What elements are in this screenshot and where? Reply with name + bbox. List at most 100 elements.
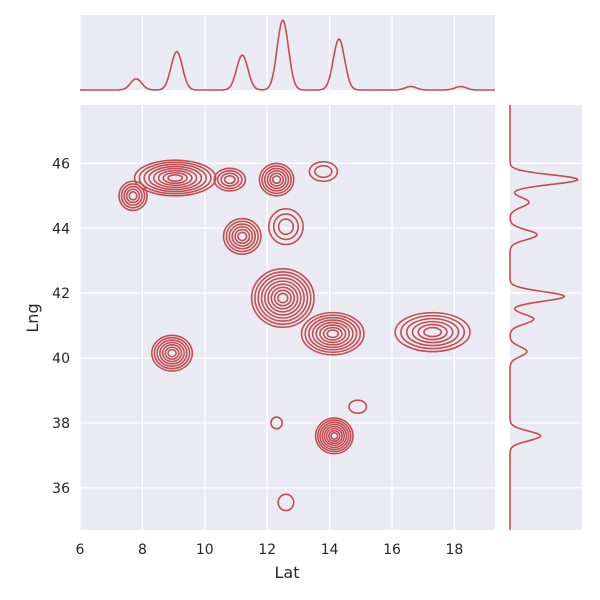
kde-contour-level bbox=[315, 321, 351, 346]
marginal-y-panel bbox=[509, 105, 582, 530]
x-tick-label: 10 bbox=[196, 542, 214, 558]
kde-contour-level bbox=[216, 169, 243, 190]
kde-contour-level bbox=[161, 344, 183, 363]
marginal-x-density-curve bbox=[80, 19, 495, 91]
kde-contour-level bbox=[327, 429, 341, 442]
marginal-x-grid bbox=[79, 15, 456, 90]
kde-contour-level bbox=[272, 213, 299, 241]
kde-contour-level bbox=[254, 271, 312, 325]
kde-contour-level bbox=[138, 161, 212, 195]
kde-contour-level bbox=[267, 208, 304, 246]
kde-contour-level bbox=[319, 324, 347, 344]
kde-contour-level bbox=[273, 289, 292, 307]
kde-contour-level bbox=[123, 185, 143, 206]
kde-contour-level bbox=[237, 231, 248, 242]
x-tick-labels: 6 8 10 12 14 16 18 bbox=[76, 542, 464, 558]
y-axis-label: Lng bbox=[23, 303, 42, 332]
kde-contour-level bbox=[322, 326, 343, 341]
y-tick-label: 38 bbox=[52, 416, 70, 432]
kde-contour-level bbox=[277, 218, 295, 236]
marginal-y-density-curve bbox=[509, 105, 579, 530]
kde-contour-level bbox=[394, 311, 471, 353]
kde-contour-level bbox=[314, 164, 333, 179]
kde-contour-level bbox=[277, 292, 289, 304]
kde-contour-level bbox=[308, 316, 358, 351]
kde-contour-level bbox=[162, 171, 188, 185]
kde-contour-level bbox=[213, 167, 247, 192]
kde-contour-level bbox=[348, 399, 368, 415]
x-tick-label: 12 bbox=[258, 542, 276, 558]
kde-contour-level bbox=[270, 416, 283, 430]
kde-contour-level bbox=[330, 431, 339, 440]
kde-contour-level bbox=[300, 311, 365, 356]
kde-contour-level bbox=[319, 421, 350, 451]
kde-contour-level bbox=[405, 317, 460, 347]
y-tick-label: 42 bbox=[52, 286, 70, 302]
y-tick-label: 46 bbox=[52, 156, 70, 172]
kde-contour-level bbox=[159, 341, 186, 365]
kde-contour-level bbox=[400, 314, 466, 350]
x-tick-label: 6 bbox=[76, 542, 85, 558]
kde-contour-level bbox=[152, 167, 198, 189]
kde-contour-level bbox=[167, 174, 184, 182]
kde-contour-level bbox=[323, 425, 346, 447]
kde-contour-level bbox=[260, 277, 305, 319]
kde-contour-level bbox=[277, 493, 295, 512]
kde-contour-level bbox=[326, 329, 340, 339]
kde-contour-level bbox=[164, 346, 180, 360]
kde-contour-level bbox=[120, 183, 146, 209]
kde-contour-level bbox=[311, 319, 354, 349]
marginal-y-grid bbox=[510, 162, 582, 489]
kde-contour-level bbox=[308, 160, 339, 183]
kde-contour-level bbox=[316, 419, 352, 453]
x-tick-label: 14 bbox=[321, 542, 339, 558]
kde-contour-level bbox=[222, 217, 262, 256]
kde-contour-level bbox=[156, 339, 188, 368]
x-tick-label: 18 bbox=[446, 542, 464, 558]
y-tick-label: 40 bbox=[52, 351, 70, 367]
kde-contour-level bbox=[157, 169, 193, 187]
kde-contour-level bbox=[304, 314, 362, 354]
kde-contour-level bbox=[118, 180, 148, 212]
kde-contour-level bbox=[321, 423, 348, 449]
marginal-x-background bbox=[80, 15, 495, 90]
kde-contour-level bbox=[125, 188, 141, 204]
kde-contour-level bbox=[263, 167, 290, 192]
kde-contour-level bbox=[270, 286, 296, 310]
kde-contour-level bbox=[417, 323, 448, 341]
kde-contour-level bbox=[143, 163, 207, 193]
joint-panel: 6 8 10 12 14 16 18 36 38 40 42 44 46 bbox=[52, 105, 495, 558]
kde-contour-level bbox=[271, 175, 282, 185]
kde-contour-level bbox=[223, 175, 236, 185]
x-tick-label: 16 bbox=[383, 542, 401, 558]
kde-contour-level bbox=[314, 417, 354, 455]
kde-contour-level bbox=[167, 348, 177, 358]
kde-contour-level bbox=[266, 170, 287, 190]
kde-contour-level bbox=[250, 268, 315, 329]
kde-contour-level bbox=[261, 165, 292, 195]
kde-contour-level bbox=[263, 280, 302, 316]
kde-contour-level bbox=[228, 223, 257, 250]
kde-contour-level bbox=[150, 334, 194, 372]
kde-contour-level bbox=[231, 225, 254, 247]
kde-contour-level bbox=[258, 162, 295, 197]
kde-contour-level bbox=[423, 326, 443, 338]
kde-contour-level bbox=[267, 283, 299, 313]
kde-contour-level bbox=[220, 172, 240, 187]
kde-contour-level bbox=[269, 172, 284, 187]
x-tick-label: 8 bbox=[138, 542, 147, 558]
kde-contour-level bbox=[257, 274, 309, 322]
y-tick-label: 44 bbox=[52, 221, 70, 237]
x-axis-label: Lat bbox=[275, 563, 300, 582]
marginal-y-background bbox=[510, 105, 582, 530]
marginal-x-panel bbox=[79, 15, 495, 91]
kde-contour-level bbox=[225, 220, 259, 253]
kde-contour-level bbox=[148, 165, 203, 191]
kde-contour-level bbox=[234, 228, 251, 245]
y-tick-label: 36 bbox=[52, 481, 70, 497]
kde-contour-level bbox=[325, 427, 343, 445]
y-tick-labels: 36 38 40 42 44 46 bbox=[52, 156, 70, 496]
joint-grid bbox=[79, 105, 495, 530]
kde-contour-level bbox=[128, 191, 138, 201]
